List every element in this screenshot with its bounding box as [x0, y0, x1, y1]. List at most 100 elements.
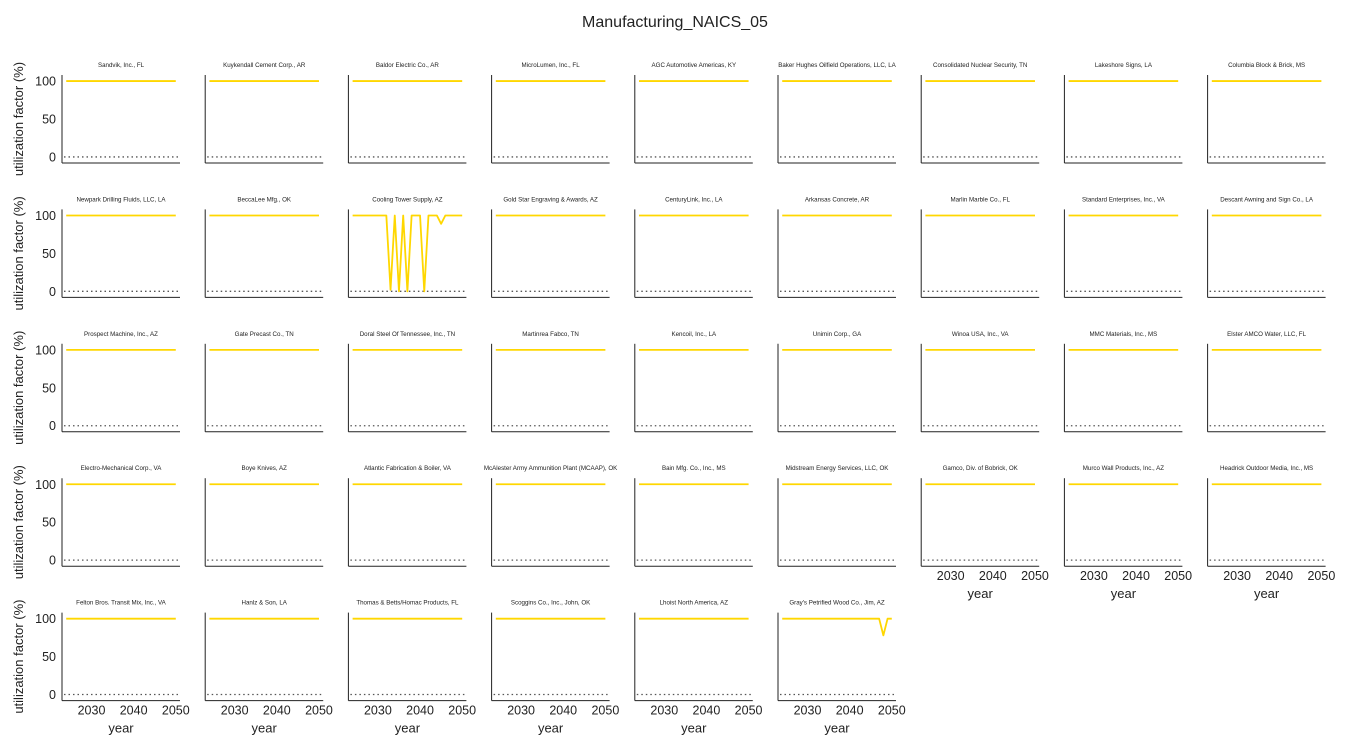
x-tick-label: 2050: [1307, 569, 1335, 583]
panel-title: Scoggins Co., Inc., John, OK: [511, 600, 591, 607]
panel-title: McAlester Army Ammunition Plant (MCAAP),…: [484, 465, 618, 472]
panel-title: Gate Precast Co., TN: [235, 331, 294, 338]
y-tick-label: 50: [42, 650, 56, 664]
panel-40: Scoggins Co., Inc., John, OK 2030 2040 2050…: [491, 600, 619, 736]
x-axis-label: year: [1111, 586, 1137, 601]
panel-29: Boye Knives, AZ: [204, 465, 324, 567]
x-axis-label: year: [108, 721, 134, 736]
panel-title: Doral Steel Of Tennessee, Inc., TN: [360, 331, 455, 338]
panel-title: Thomas & Betts/Homac Products, FL: [356, 600, 459, 607]
panel-title: Atlantic Fabrication & Boiler, VA: [364, 465, 452, 472]
panel-15: Arkansas Concrete, AR: [777, 196, 896, 298]
panel-title: Consolidated Nuclear Security, TN: [933, 62, 1027, 69]
panel-title: Prospect Machine, Inc., AZ: [84, 331, 158, 338]
panel-title: Arkansas Concrete, AR: [805, 196, 870, 203]
panel-37: Felton Bros. Transit Mix, Inc., VA 0 50 100…: [11, 600, 190, 736]
panel-title: Kencoil, Inc., LA: [671, 331, 717, 338]
panel-25: Winoa USA, Inc., VA: [920, 331, 1040, 433]
x-tick-label: 2030: [221, 704, 249, 718]
panel-33: Midstream Energy Services, LLC, OK: [777, 465, 896, 567]
panel-31: McAlester Army Ammunition Plant (MCAAP),…: [484, 465, 618, 567]
panel-24: Unimin Corp., GA: [777, 331, 896, 433]
panel-2: Kuykendall Cement Corp., AR: [204, 62, 324, 164]
panel-title: Descant Awning and Sign Co., LA: [1220, 196, 1314, 203]
x-tick-label: 2040: [1265, 569, 1293, 583]
panel-title: Newpark Drilling Fluids, LLC, LA: [76, 196, 166, 203]
panel-9: Columbia Block & Brick, MS: [1207, 62, 1326, 164]
y-tick-label: 100: [35, 478, 56, 492]
y-tick-label: 100: [35, 343, 56, 357]
panel-34: Gamco, Div. of Bobrick, OK 2030 2040 2050 ye…: [920, 465, 1049, 601]
x-tick-label: 2050: [878, 704, 906, 718]
series-line: [352, 214, 463, 293]
panel-title: Winoa USA, Inc., VA: [952, 331, 1009, 338]
panel-title: Boye Knives, AZ: [241, 465, 287, 472]
x-tick-label: 2030: [364, 704, 392, 718]
panel-title: Gamco, Div. of Bobrick, OK: [943, 465, 1019, 472]
panel-4: MicroLumen, Inc., FL: [491, 62, 610, 164]
panel-title: Felton Bros. Transit Mix, Inc., VA: [76, 600, 167, 607]
x-tick-label: 2040: [120, 704, 148, 718]
panel-title: Unimin Corp., GA: [813, 331, 862, 338]
x-tick-label: 2030: [937, 569, 965, 583]
panel-41: Lhoist North America, AZ 2030 2040 2050 year: [634, 600, 763, 736]
panel-20: Gate Precast Co., TN: [204, 331, 324, 433]
x-axis-label: year: [395, 721, 421, 736]
panel-title: MicroLumen, Inc., FL: [522, 62, 581, 69]
panel-38: Hanlz & Son, LA 2030 2040 2050 year: [204, 600, 333, 736]
x-axis-label: year: [681, 721, 707, 736]
panel-title: AGC Automotive Americas, KY: [652, 62, 737, 69]
x-tick-label: 2040: [549, 704, 577, 718]
panel-title: Midstream Energy Services, LLC, OK: [786, 465, 890, 472]
series-line: [782, 617, 892, 637]
x-axis-label: year: [1254, 586, 1280, 601]
x-tick-label: 2040: [406, 704, 434, 718]
panel-title: Sandvik, Inc., FL: [98, 62, 145, 69]
y-axis-label: utilization factor (%): [11, 465, 26, 579]
x-tick-label: 2040: [263, 704, 291, 718]
y-tick-label: 0: [49, 688, 56, 702]
panel-16: Marlin Marble Co., FL: [920, 196, 1040, 298]
panel-title: Martinrea Fabco, TN: [522, 331, 579, 338]
y-tick-label: 50: [42, 381, 56, 395]
panel-5: AGC Automotive Americas, KY: [634, 62, 753, 164]
y-tick-label: 50: [42, 516, 56, 530]
panel-title: Marlin Marble Co., FL: [950, 196, 1010, 203]
panel-title: CenturyLink, Inc., LA: [665, 196, 723, 203]
panel-28: Electro-Mechanical Corp., VA 0 50 100 utiliz…: [11, 465, 180, 579]
x-tick-label: 2050: [1164, 569, 1192, 583]
x-tick-label: 2050: [735, 704, 763, 718]
panel-title: Standard Enterprises, Inc., VA: [1082, 196, 1166, 203]
x-tick-label: 2040: [836, 704, 864, 718]
panel-title: BeccaLee Mfg., OK: [237, 196, 292, 203]
y-tick-label: 100: [35, 209, 56, 223]
panel-10: Newpark Drilling Fluids, LLC, LA 0 50 100 ut…: [11, 196, 180, 310]
x-tick-label: 2050: [162, 704, 190, 718]
panel-title: Baker Hughes Oilfield Operations, LLC, L…: [778, 62, 896, 69]
x-tick-label: 2050: [591, 704, 619, 718]
y-axis-label: utilization factor (%): [11, 62, 26, 176]
panel-17: Standard Enterprises, Inc., VA: [1063, 196, 1183, 298]
panel-21: Doral Steel Of Tennessee, Inc., TN: [347, 331, 467, 433]
panel-title: Columbia Block & Brick, MS: [1228, 62, 1305, 69]
x-tick-label: 2030: [794, 704, 822, 718]
panel-title: Baldor Electric Co., AR: [376, 62, 439, 69]
panel-8: Lakeshore Signs, LA: [1063, 62, 1183, 164]
y-tick-label: 0: [49, 150, 56, 164]
panel-3: Baldor Electric Co., AR: [347, 62, 467, 164]
panel-39: Thomas & Betts/Homac Products, FL 2030 204…: [347, 600, 476, 736]
y-tick-label: 0: [49, 419, 56, 433]
y-tick-label: 0: [49, 285, 56, 299]
y-tick-label: 50: [42, 247, 56, 261]
panel-title: Lakeshore Signs, LA: [1095, 62, 1153, 69]
y-axis-label: utilization factor (%): [11, 600, 26, 714]
panel-title: Kuykendall Cement Corp., AR: [223, 62, 306, 69]
panel-6: Baker Hughes Oilfield Operations, LLC, L…: [777, 62, 897, 164]
panel-32: Bain Mfg. Co., Inc., MS: [634, 465, 753, 567]
panel-26: MMC Materials, Inc., MS: [1063, 331, 1183, 433]
panels-group: Sandvik, Inc., FL 0 50 100 utilization facto…: [11, 62, 1335, 736]
panel-title: MMC Materials, Inc., MS: [1090, 331, 1158, 338]
x-tick-label: 2040: [693, 704, 721, 718]
x-tick-label: 2050: [305, 704, 333, 718]
y-tick-label: 100: [35, 75, 56, 89]
